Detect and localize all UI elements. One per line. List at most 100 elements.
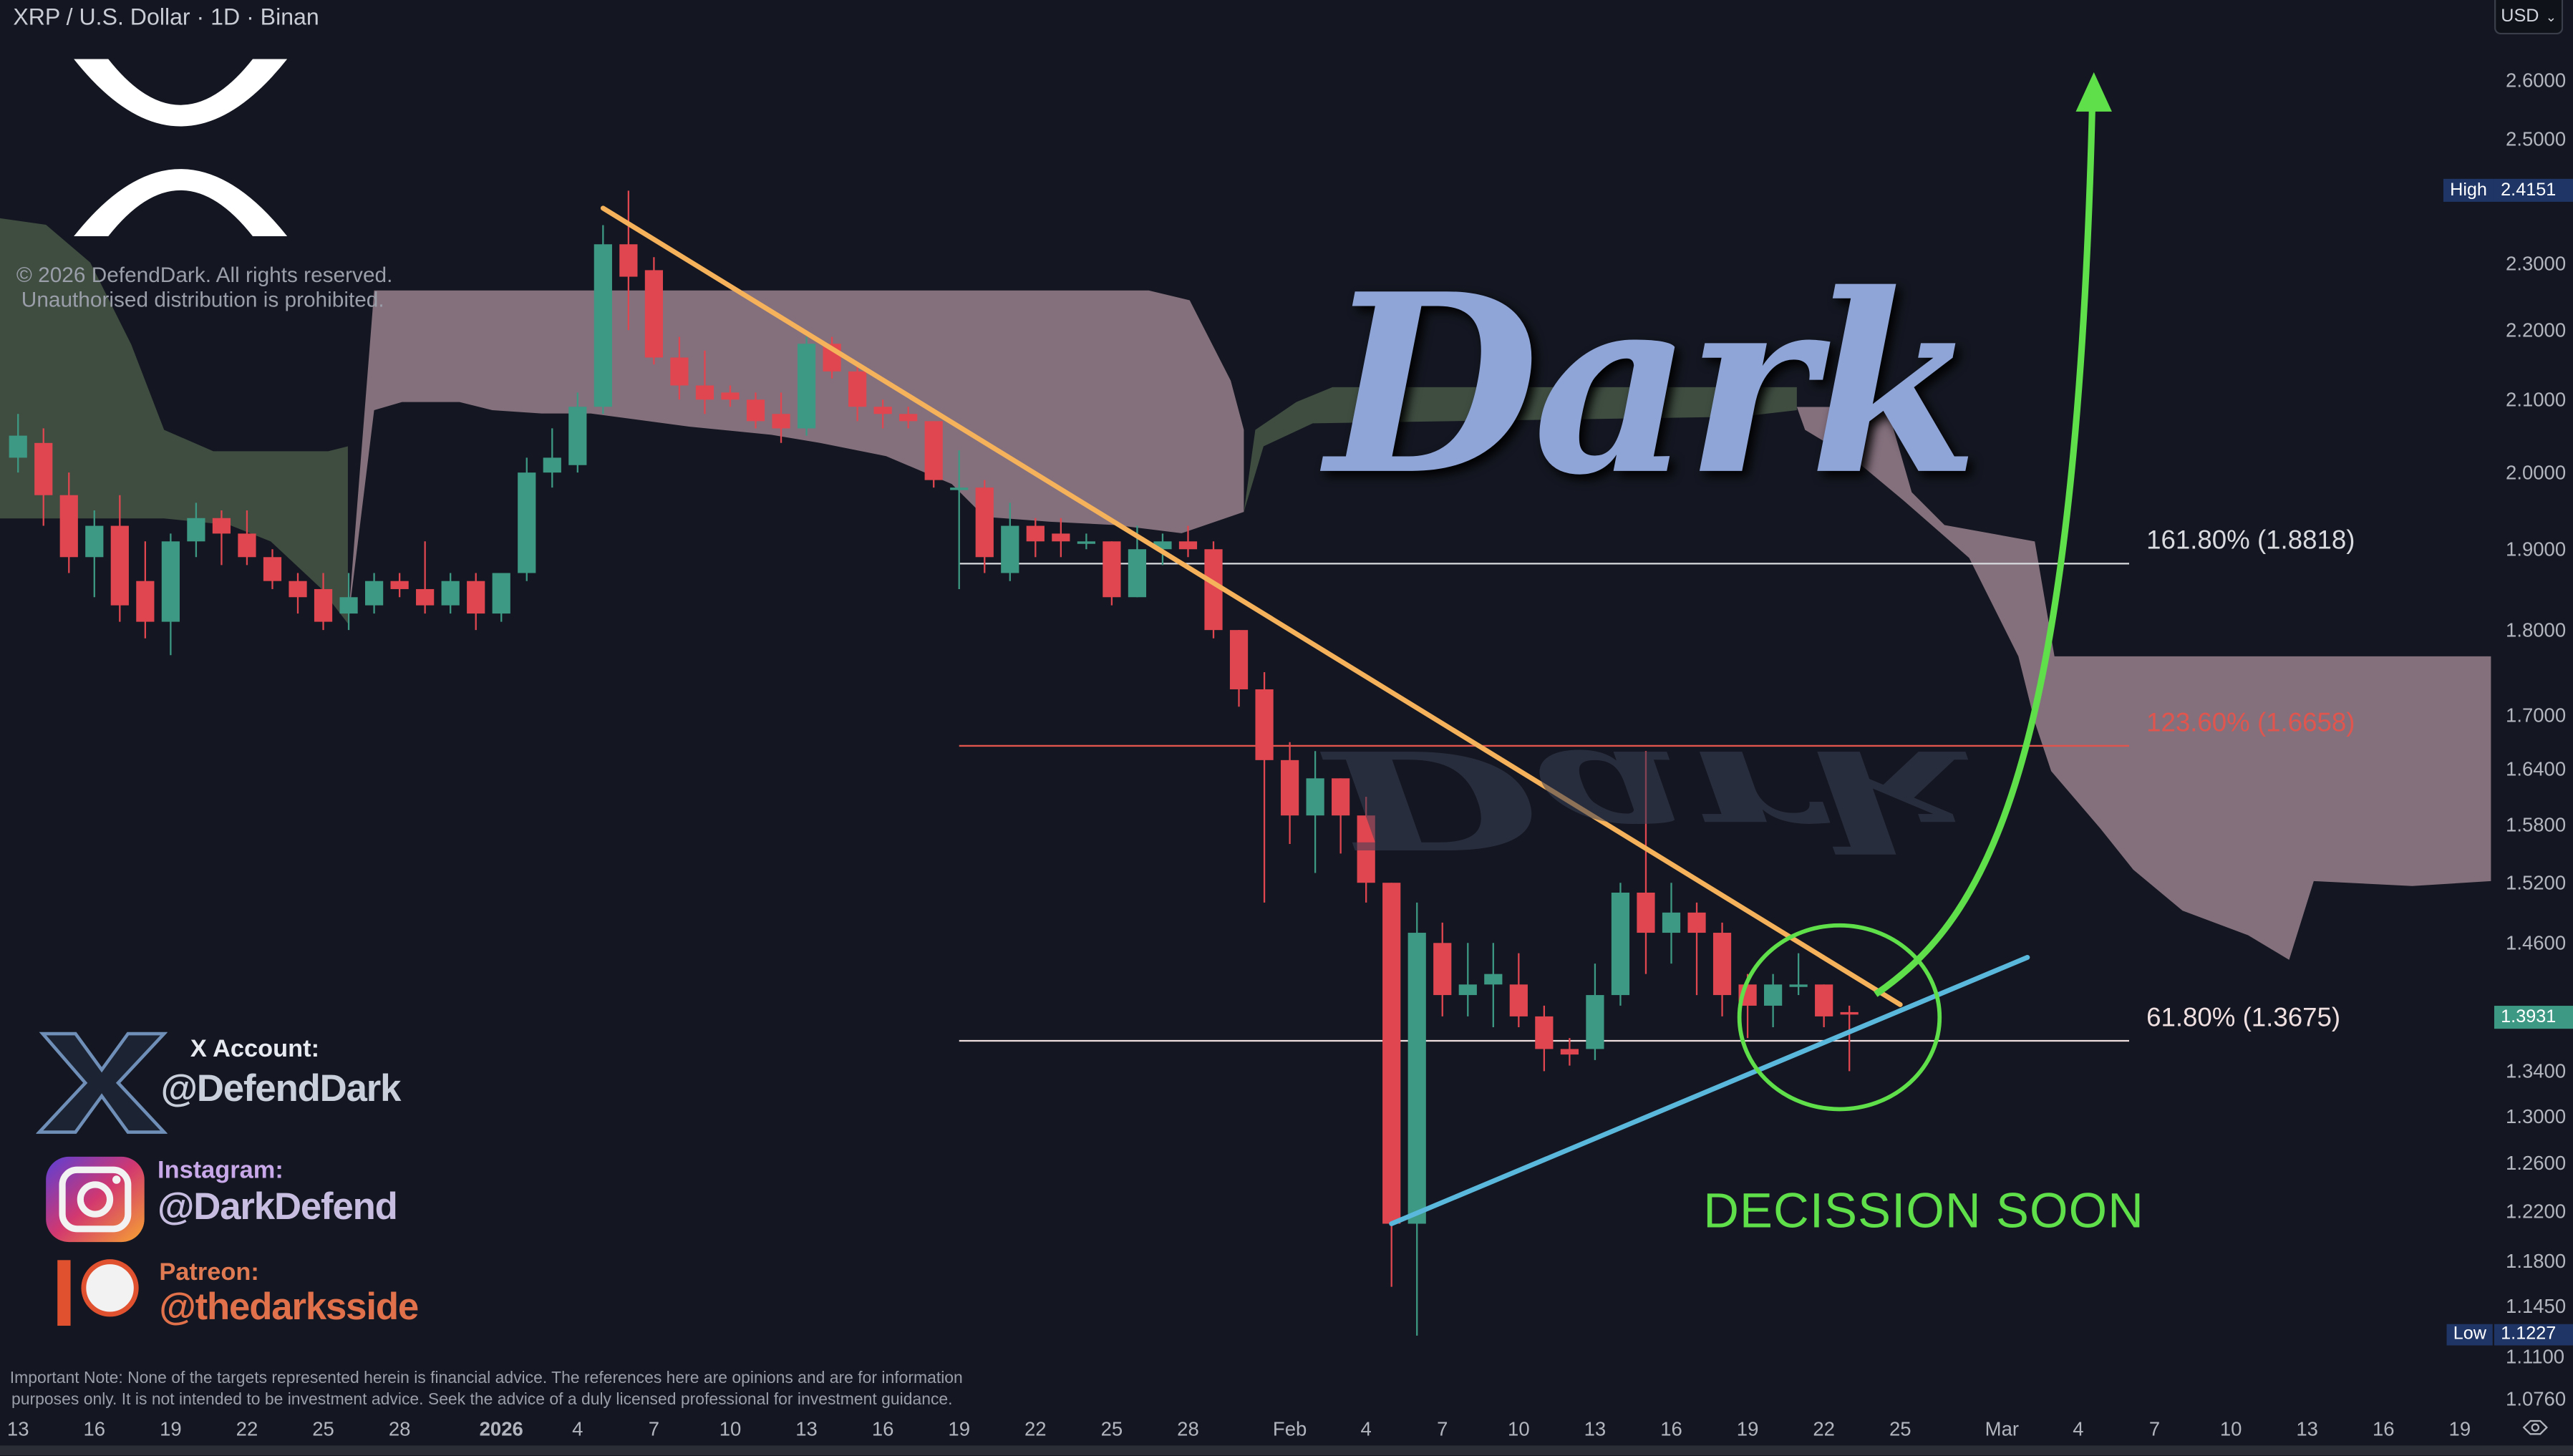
candle xyxy=(1306,751,1324,873)
high-label: High xyxy=(2443,178,2494,202)
candle xyxy=(1357,797,1375,903)
candle xyxy=(136,541,155,639)
bottom-scrollbar[interactable] xyxy=(0,1445,2573,1456)
date-tick-label: 2026 xyxy=(480,1418,523,1440)
candle-body xyxy=(1611,892,1630,996)
candle-body xyxy=(1052,533,1070,542)
price-tick-label: 1.7000 xyxy=(2506,704,2566,727)
copyright-line-1: © 2026 DefendDark. All rights reserved. xyxy=(16,262,393,288)
price-tick-label: 1.1450 xyxy=(2506,1295,2566,1317)
breakout-arrow xyxy=(1874,106,2096,997)
date-tick-label: 16 xyxy=(1660,1418,1682,1440)
candle xyxy=(110,495,129,622)
candle xyxy=(695,350,714,414)
candle-body xyxy=(518,472,536,573)
candle-body xyxy=(492,573,510,614)
candle-body xyxy=(1306,778,1324,816)
candle xyxy=(289,573,307,614)
candle-body xyxy=(899,414,918,422)
price-tick-label: 2.5000 xyxy=(2506,127,2566,150)
candle xyxy=(1611,883,1630,1006)
x-account-handle[interactable]: @DefendDark xyxy=(160,1066,402,1110)
candle-body xyxy=(1357,815,1375,883)
reset-view-icon[interactable] xyxy=(2522,1419,2548,1435)
candle-body xyxy=(848,371,867,407)
candle-body xyxy=(289,581,307,598)
date-tick-label: 19 xyxy=(2449,1418,2471,1440)
watermark-reflection: Dark xyxy=(1326,719,1973,878)
price-tick-label: 2.0000 xyxy=(2506,461,2566,483)
candle xyxy=(1789,953,1808,996)
fib-label: 123.60% (1.6658) xyxy=(2146,707,2355,737)
candle xyxy=(619,190,638,331)
candle-body xyxy=(1280,759,1299,816)
candle-body xyxy=(1484,974,1503,985)
candle xyxy=(1586,964,1604,1060)
candle-body xyxy=(1178,541,1198,550)
candle-body xyxy=(1509,984,1528,1016)
xrp-logo xyxy=(74,59,288,237)
candle-body xyxy=(187,518,205,542)
candle-body xyxy=(772,414,790,429)
candle-body xyxy=(644,270,664,358)
candle xyxy=(1077,533,1095,550)
price-tick-label: 1.3400 xyxy=(2506,1060,2566,1082)
cloud-bull-left xyxy=(0,218,348,623)
candle-body xyxy=(1204,549,1223,631)
candle-body xyxy=(1840,1011,1859,1015)
candle-body xyxy=(314,588,333,622)
candle-body xyxy=(695,385,714,400)
price-tick-label: 1.9000 xyxy=(2506,538,2566,560)
price-tick-label: 2.6000 xyxy=(2506,69,2566,91)
high-value-badge: 2.4151 xyxy=(2494,178,2573,202)
candle-body xyxy=(670,357,689,386)
candle-body xyxy=(364,581,384,606)
candle-body xyxy=(1560,1049,1579,1055)
candle xyxy=(1204,541,1223,639)
candle-body xyxy=(746,399,765,422)
patreon-handle[interactable]: @thedarksside xyxy=(159,1284,419,1328)
candle xyxy=(975,480,994,573)
instagram-handle[interactable]: @DarkDefend xyxy=(158,1184,398,1228)
candle-body xyxy=(721,392,740,400)
candle xyxy=(238,510,256,566)
date-tick-label: 4 xyxy=(2073,1418,2083,1440)
candle-body xyxy=(9,435,27,458)
currency-button[interactable]: USD ⌄ xyxy=(2494,0,2564,35)
candle xyxy=(543,428,561,488)
candle xyxy=(467,573,485,631)
candle-body xyxy=(1637,892,1655,933)
candle-body xyxy=(263,557,282,581)
candle-body xyxy=(1255,689,1274,760)
candles xyxy=(9,190,1859,1336)
candle xyxy=(568,392,587,473)
disclaimer: Important Note: None of the targets repr… xyxy=(10,1370,994,1411)
watermark-logo: Dark xyxy=(1326,241,1980,530)
date-tick-label: 13 xyxy=(795,1418,818,1440)
candle xyxy=(746,392,765,429)
time-axis[interactable]: 13 16 19 22 25 28 2026 4 7 10 13 16 19 22 25 28 Feb 4 7 10 1… xyxy=(7,1418,2471,1440)
candle-body xyxy=(1103,541,1121,598)
price-axis[interactable]: 2.6000 2.5000 2.3000 2.2000 2.1000 2.0000 1.90… xyxy=(2506,69,2566,1409)
candle xyxy=(187,503,205,558)
candle xyxy=(1332,778,1350,854)
x-account-title: X Account: xyxy=(190,1035,320,1064)
candle xyxy=(797,336,816,436)
candle xyxy=(1662,883,1681,964)
candle-body xyxy=(110,525,129,606)
candle xyxy=(1001,503,1019,581)
candle-body xyxy=(1535,1016,1554,1049)
symbol-title: XRP / U.S. Dollar · 1D · Binan xyxy=(13,3,319,30)
candle xyxy=(1712,922,1732,1016)
candle xyxy=(1052,518,1070,558)
candle xyxy=(161,533,180,656)
candle-body xyxy=(416,588,435,606)
candle-body xyxy=(390,581,409,589)
candle xyxy=(1103,541,1121,606)
trendlines xyxy=(600,205,2030,1226)
candle-body xyxy=(593,244,612,407)
candle-body xyxy=(619,244,638,277)
cloud-bear-2 xyxy=(1796,407,2491,960)
